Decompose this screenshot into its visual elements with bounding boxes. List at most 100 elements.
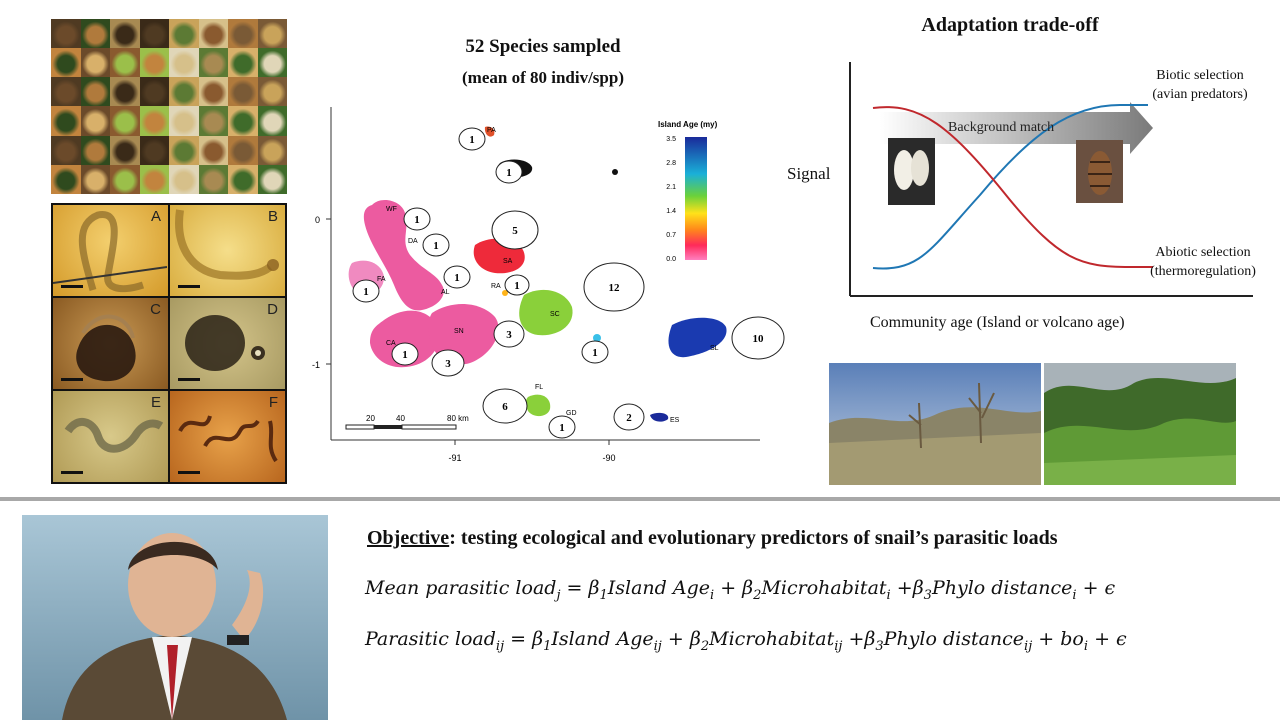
island-code: SL (710, 345, 719, 352)
signal-axis-label: Signal (787, 164, 831, 183)
biotic-line-1: Biotic selection (1156, 68, 1244, 83)
snail-photo-tile (198, 19, 228, 49)
map-scale-bar: 20 40 80 km (345, 414, 469, 430)
eq2-term2-sub: ij (834, 638, 843, 654)
snail-photo-tile (51, 135, 81, 165)
map-x-tick: -90 (602, 453, 615, 463)
snail-photo-tile (228, 135, 258, 165)
island-floreana (525, 394, 551, 417)
snail-photo-tile (257, 164, 287, 194)
equation-mean-parasitic-load: Mean parasitic loadj = β1Island Agei + β… (365, 577, 1116, 603)
eq1-lhs: Mean parasitic load (365, 577, 557, 599)
legend-tick: 2.8 (666, 160, 676, 167)
species-count: 10 (753, 333, 765, 345)
biotic-line-2: (avian predators) (1152, 87, 1248, 102)
eq2-term4-sub: i (1083, 638, 1089, 654)
tradeoff-chart (849, 62, 1253, 297)
eq2-lhs-sub: ij (495, 638, 505, 654)
eq2-term1-sub: ij (653, 638, 662, 654)
dry-habitat-photo (829, 363, 1041, 485)
abiotic-line-2: (thermoregulation) (1150, 264, 1256, 279)
scale-label: 80 km (447, 414, 469, 423)
parasite-panel-d: D (170, 298, 285, 389)
community-age-axis-label: Community age (Island or volcano age) (870, 314, 1125, 331)
snail-photo-tile (110, 77, 140, 107)
species-count: 1 (592, 347, 598, 359)
scale-label: 40 (396, 414, 405, 423)
section-divider (0, 497, 1280, 501)
snail-photo-tile (228, 77, 258, 107)
snail-photo-tile (139, 164, 169, 194)
species-count: 1 (469, 134, 475, 146)
island-pinta (484, 126, 495, 137)
snail-photo-tile (198, 135, 228, 165)
panel-label-b: B (267, 208, 278, 225)
snail-photo-tile (169, 77, 199, 107)
biotic-selection-label: Biotic selection (avian predators) (1140, 66, 1260, 104)
nematode-illustration (53, 211, 167, 293)
parasite-illustration (185, 315, 265, 371)
species-count: 1 (414, 214, 420, 226)
nematode-illustration (175, 209, 279, 280)
island-code: PA (487, 127, 496, 134)
island-code: ES (670, 417, 680, 424)
island-code: SN (454, 328, 464, 335)
map-subtitle: (mean of 80 indiv/spp) (462, 68, 624, 87)
map-x-tick: -91 (448, 453, 461, 463)
snail-photo-tile (110, 135, 140, 165)
snail-photo-tile (80, 19, 110, 49)
brown-snail-photo (1076, 140, 1123, 203)
age-color-bar (685, 137, 707, 260)
island-code: RA (491, 283, 501, 290)
legend-tick: 0.0 (666, 256, 676, 263)
island-code: CA (386, 340, 396, 347)
eq1-term3-sub: i (1072, 587, 1077, 603)
panel-label-d: D (267, 301, 278, 318)
snail-photo-tile (257, 19, 287, 49)
parasite-illustration (76, 314, 136, 382)
species-count: 1 (506, 167, 512, 179)
legend-tick: 3.5 (666, 136, 676, 143)
snail-photo-tile (139, 48, 169, 78)
snail-photo-tile (139, 77, 169, 107)
species-count: 1 (433, 240, 439, 252)
eq2-lhs: Parasitic load (365, 628, 496, 650)
eq2-term-microhabitat: Microhabitat (709, 628, 835, 650)
snail-photo-tile (51, 106, 81, 136)
island-code: WF (386, 206, 397, 213)
scale-label: 20 (366, 414, 375, 423)
parasite-panel-a: A (53, 205, 168, 296)
legend-tick: 0.7 (666, 232, 676, 239)
eq2-term-island-age: Island Age (551, 628, 654, 650)
island-san-cristobal (668, 317, 727, 358)
nematode-illustration (178, 415, 278, 463)
abiotic-line-1: Abiotic selection (1155, 245, 1251, 260)
scale-bar (61, 471, 83, 474)
legend-title: Island Age (my) (658, 120, 718, 129)
scale-bar (178, 378, 200, 381)
snail-photo-tile (139, 135, 169, 165)
island-code: AL (441, 289, 450, 296)
island-code: SA (503, 258, 513, 265)
snail-photo-tile (80, 106, 110, 136)
eq1-term-microhabitat: Microhabitat (761, 577, 887, 599)
eq2-term-random-effect: bo (1060, 628, 1084, 650)
panel-label-e: E (150, 394, 161, 411)
snail-photo-tile (110, 106, 140, 136)
parasite-micrographs: A B C D E (51, 203, 287, 484)
snail-photo-tile (228, 48, 258, 78)
snail-photo-tile (198, 164, 228, 194)
biotic-selection-curve (872, 104, 1148, 270)
scale-bar (178, 285, 200, 288)
snail-photo-tile (257, 48, 287, 78)
island-santiago-sn (428, 304, 499, 365)
puzzled-person-photo (22, 515, 328, 720)
snail-photo-tile (169, 106, 199, 136)
snail-photo-mosaic (51, 19, 287, 194)
map-y-tick: -1 (312, 360, 320, 370)
species-count: 3 (506, 329, 512, 341)
species-count: 1 (402, 349, 408, 361)
nematode-illustration (64, 418, 164, 453)
species-count: 1 (514, 280, 520, 292)
snail-photo-tile (169, 164, 199, 194)
